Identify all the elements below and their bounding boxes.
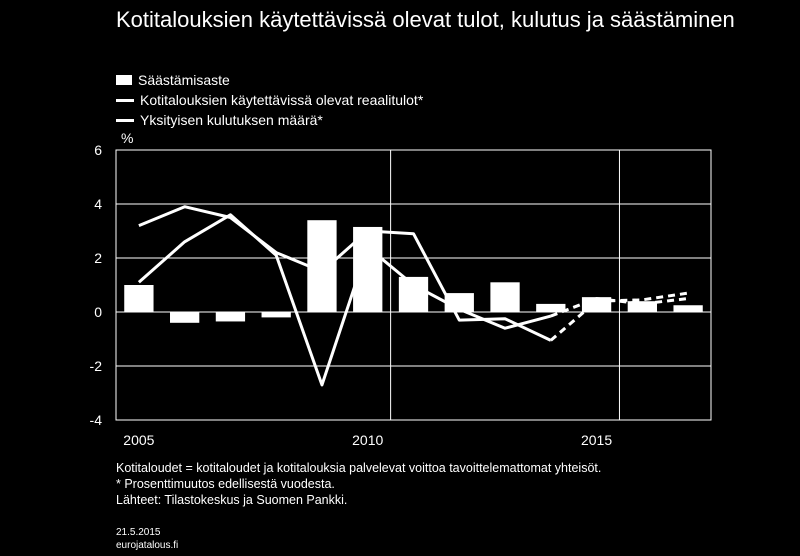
y-tick-label: 6 (94, 142, 102, 158)
bar-savings-rate (673, 305, 703, 312)
publication-date: 21.5.2015 (116, 527, 161, 538)
bar-savings-rate (536, 303, 566, 312)
line-consumption (137, 213, 552, 387)
y-axis-unit: % (121, 130, 134, 146)
note-percent-change: * Prosenttimuutos edellisestä vuodesta. (116, 477, 335, 491)
note-definition: Kotitaloudet = kotitaloudet ja kotitalou… (116, 461, 602, 475)
legend-swatch-line (116, 98, 134, 102)
bar-savings-rate (490, 282, 520, 312)
bar-savings-rate (124, 285, 154, 312)
bar-savings-rate (215, 312, 246, 322)
bar-savings-rate (398, 276, 429, 312)
y-tick-label: 2 (94, 250, 102, 266)
line-real-income-forecast (549, 291, 689, 342)
y-tick-label: -2 (90, 358, 103, 374)
legend-swatch-line (116, 118, 134, 122)
x-tick-label: 2015 (581, 432, 612, 448)
plot-frame (115, 149, 712, 421)
y-tick-label: -4 (90, 412, 103, 428)
legend-label: Yksityisen kulutuksen määrä* (140, 112, 323, 128)
lines (137, 205, 689, 387)
legend-swatch-bar (116, 75, 132, 85)
legend-label: Kotitalouksien käytettävissä olevat reaa… (140, 92, 424, 108)
x-tick-labels: 2005 2010 2015 (123, 432, 612, 448)
y-tick-labels: -4 -2 0 2 4 6 (90, 142, 103, 428)
y-tick-label: 4 (94, 196, 102, 212)
legend-item-consumption: Yksityisen kulutuksen määrä* (116, 110, 423, 130)
bar-savings-rate (170, 312, 200, 323)
note-sources: Lähteet: Tilastokeskus ja Suomen Pankki. (116, 493, 348, 507)
footer: 21.5.2015 eurojatalous.fi (116, 526, 178, 552)
legend-label: Säästämisaste (138, 72, 230, 88)
bar-savings-rate (261, 312, 291, 318)
y-tick-label: 0 (94, 304, 102, 320)
publisher-site: eurojatalous.fi (116, 540, 179, 551)
chart-title: Kotitalouksien käytettävissä olevat tulo… (116, 7, 735, 32)
legend-item-savings-rate: Säästämisaste (116, 70, 423, 90)
legend-item-real-income: Kotitalouksien käytettävissä olevat reaa… (116, 90, 423, 110)
chart-notes: Kotitaloudet = kotitaloudet ja kotitalou… (116, 460, 601, 508)
bar-savings-rate (627, 301, 657, 312)
legend: Säästämisaste Kotitalouksien käytettävis… (116, 70, 423, 130)
bars (124, 220, 703, 323)
line-consumption-forecast (550, 296, 689, 318)
x-tick-label: 2005 (123, 432, 154, 448)
x-tick-label: 2010 (352, 432, 383, 448)
